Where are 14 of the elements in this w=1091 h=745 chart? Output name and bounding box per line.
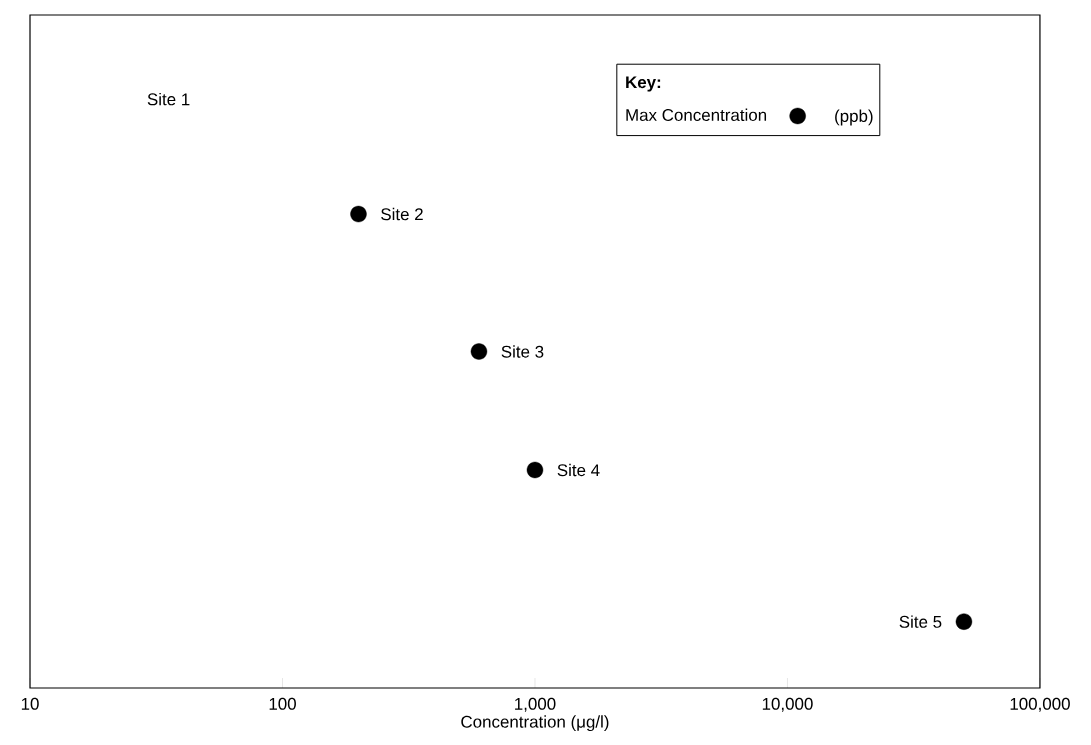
annotation: Site 2: [381, 207, 423, 221]
annotation: Site 5: [899, 615, 942, 628]
x-tick-label: 100: [269, 697, 296, 710]
text: Site 1: [147, 92, 190, 106]
legend-label: Max Concentration: [626, 108, 767, 122]
x-tick-label: 1,000: [515, 697, 556, 712]
legend-title: Key:: [626, 76, 661, 92]
x-tick-label: 100,000: [1010, 697, 1070, 712]
text: (ppb): [835, 109, 873, 126]
x-axis-title: Concentration (μg/l): [461, 715, 609, 732]
annotation: Site 4: [557, 463, 600, 477]
annotation: Site 3: [501, 345, 544, 358]
x-tick-label: 10: [21, 697, 39, 710]
x-tick-label: 10,000: [762, 697, 813, 712]
